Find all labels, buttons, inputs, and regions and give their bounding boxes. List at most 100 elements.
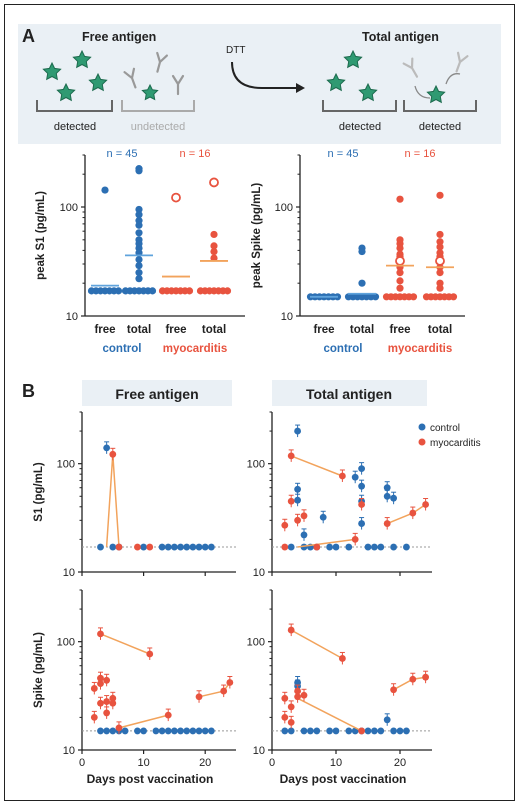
trend-line xyxy=(386,503,427,525)
data-point xyxy=(135,221,143,229)
data-point xyxy=(103,676,111,684)
col-title-total: Total antigen xyxy=(306,386,392,402)
data-point xyxy=(307,727,314,735)
antibody-arm-icon xyxy=(156,51,169,73)
data-point-hollow xyxy=(171,192,181,203)
data-point xyxy=(358,501,365,508)
data-point xyxy=(140,727,148,735)
data-point xyxy=(436,279,444,287)
data-point xyxy=(135,262,143,270)
data-point xyxy=(383,716,391,724)
data-point xyxy=(390,494,397,502)
data-point xyxy=(164,727,172,735)
data-point xyxy=(436,230,444,239)
antigen-star-icon xyxy=(88,72,108,92)
data-point xyxy=(109,450,117,458)
data-point xyxy=(287,452,295,460)
data-point xyxy=(164,543,172,551)
data-point xyxy=(135,211,143,219)
dtt-arrowhead xyxy=(296,83,305,93)
data-point xyxy=(332,727,340,735)
y-tick-label: 10 xyxy=(253,567,265,579)
y-tick-label: 10 xyxy=(63,745,75,757)
well-total-detected-2 xyxy=(403,100,477,112)
data-point xyxy=(409,675,417,683)
x-tick-label: free xyxy=(94,324,115,336)
chart-s1-free: 10 100 S1 (pg/mL) xyxy=(33,411,236,579)
data-point xyxy=(436,243,444,251)
data-point xyxy=(449,293,458,301)
data-point xyxy=(97,630,104,638)
data-point xyxy=(103,727,111,735)
x-tick-label: 20 xyxy=(199,757,211,769)
x-tick-label: 10 xyxy=(330,757,342,769)
data-point xyxy=(300,512,308,520)
legend-myocarditis-marker xyxy=(418,438,426,446)
data-point xyxy=(287,543,295,551)
y-tick-label: 100 xyxy=(60,202,78,214)
well-free-detected xyxy=(36,100,113,112)
data-point xyxy=(383,520,391,527)
x-tick-label: total xyxy=(350,324,374,336)
data-point xyxy=(332,543,340,551)
trend-line xyxy=(290,455,343,477)
y-axis-label: peak Spike (pg/mL) xyxy=(251,183,263,289)
dtt-label: DTT xyxy=(226,45,245,56)
data-point xyxy=(210,254,218,262)
free-antigen-title: Free antigen xyxy=(82,30,156,44)
x-axis-label-left: Days post vaccination xyxy=(87,772,214,786)
data-point xyxy=(339,655,346,662)
col-title-free: Free antigen xyxy=(115,386,198,402)
data-point xyxy=(287,727,295,735)
trend-line xyxy=(118,714,169,729)
data-point xyxy=(390,543,397,551)
data-point xyxy=(403,543,410,551)
data-point xyxy=(210,242,218,250)
trend-line xyxy=(297,697,362,732)
y-tick-label: 10 xyxy=(281,311,293,323)
data-point xyxy=(345,727,353,735)
antigen-icons xyxy=(42,49,446,104)
data-point xyxy=(195,727,203,735)
label-detected-1: detected xyxy=(54,121,96,133)
data-point xyxy=(220,687,228,695)
data-point xyxy=(146,650,154,658)
figure-border xyxy=(4,4,515,801)
data-point xyxy=(422,501,429,508)
data-point xyxy=(294,485,301,493)
dtt-arrow xyxy=(231,61,296,89)
data-point xyxy=(396,269,404,277)
antigen-star-icon xyxy=(56,82,76,102)
trend-line xyxy=(297,538,356,548)
data-point xyxy=(210,230,218,239)
legend-control-label: control xyxy=(430,423,460,434)
data-point-hollow xyxy=(209,177,219,188)
antibody-arm-icon xyxy=(171,74,185,96)
panel-b-label: B xyxy=(22,381,35,401)
data-point xyxy=(300,691,308,699)
col-title-free-bg xyxy=(82,380,232,406)
data-point xyxy=(158,543,166,551)
x-tick-label: free xyxy=(389,324,410,336)
data-point xyxy=(195,693,203,701)
data-point xyxy=(115,724,123,732)
data-point xyxy=(97,543,104,551)
data-point xyxy=(326,543,333,551)
antigen-star-icon xyxy=(426,84,446,104)
legend-control-marker xyxy=(418,423,426,431)
trend-line xyxy=(290,629,343,660)
data-point xyxy=(300,727,308,735)
x-tick-label: 10 xyxy=(137,757,149,769)
data-point xyxy=(134,727,141,735)
antibody-arm-icon xyxy=(402,57,419,78)
data-point xyxy=(319,513,327,521)
data-point-hollow xyxy=(395,256,405,266)
data-point xyxy=(371,727,378,735)
data-point-hollow xyxy=(435,256,445,266)
data-point xyxy=(171,543,178,551)
data-point xyxy=(177,543,184,551)
data-point xyxy=(146,543,154,551)
data-point xyxy=(358,465,365,473)
